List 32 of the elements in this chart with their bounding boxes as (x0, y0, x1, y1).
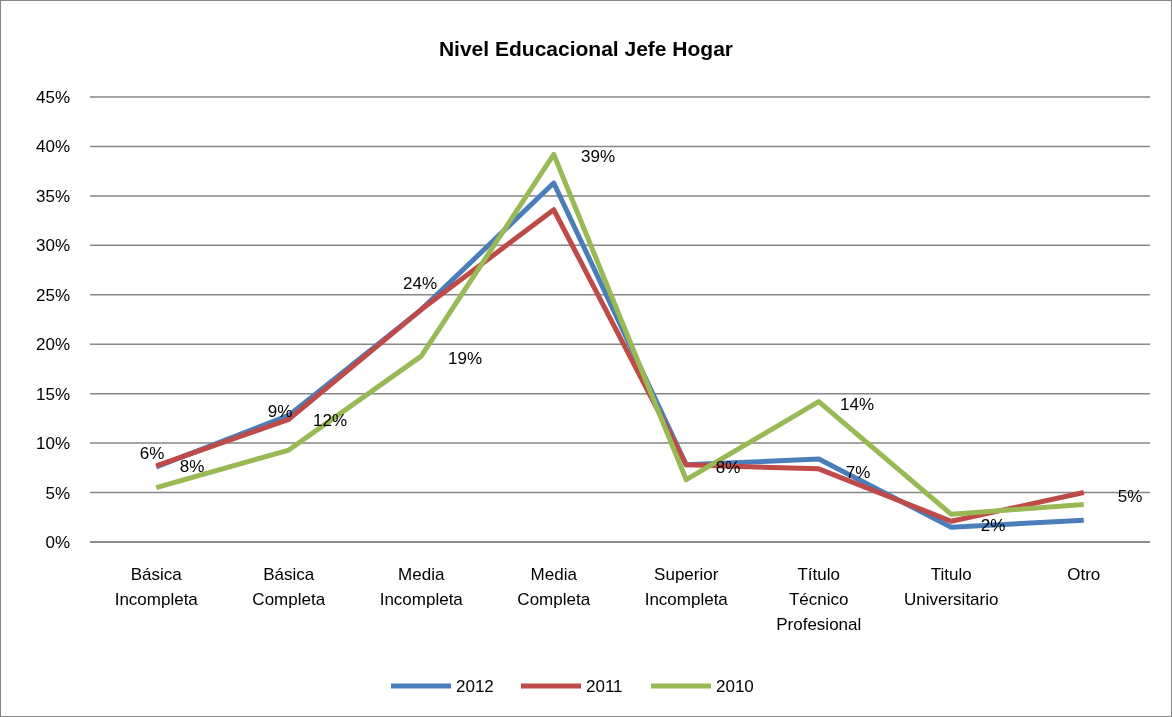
annotation: 8% (179, 456, 205, 476)
y-tick-label: 20% (35, 335, 70, 355)
y-tick-label: 10% (35, 434, 70, 454)
annotation: 9% (267, 401, 293, 421)
y-tick-label: 0% (45, 532, 70, 552)
x-tick-label: Media Completa (517, 565, 591, 609)
x-tick-label: Básica Incompleta (114, 565, 199, 609)
y-tick-label: 15% (35, 384, 70, 404)
legend-label: 2011 (586, 676, 623, 696)
annotation: 8% (715, 457, 741, 477)
annotation: 19% (447, 348, 483, 368)
annotation: 7% (845, 462, 871, 482)
x-tick-label: Título Técnico Profesional (776, 565, 862, 634)
x-tick-label: Básica Completa (252, 565, 326, 609)
annotation: 6% (139, 443, 165, 463)
y-tick-label: 45% (35, 87, 70, 107)
x-tick-label: Otro (1067, 565, 1101, 584)
chart-title: Nivel Educacional Jefe Hogar (438, 37, 734, 60)
legend-label: 2010 (716, 676, 754, 696)
annotation: 14% (839, 394, 875, 414)
y-tick-label: 40% (35, 137, 70, 157)
legend-label: 2012 (456, 676, 494, 696)
y-tick-label: 25% (35, 285, 70, 305)
x-tick-label: Media Incompleta (379, 565, 464, 609)
annotation: 5% (1117, 486, 1143, 506)
y-tick-label: 35% (35, 186, 70, 206)
x-tick-label: Titulo Universitario (904, 565, 999, 609)
x-tick-label: Superior Incompleta (644, 565, 729, 609)
y-tick-label: 5% (45, 483, 70, 503)
y-tick-label: 30% (35, 236, 70, 256)
annotation: 39% (580, 146, 616, 166)
annotation: 24% (402, 273, 438, 293)
